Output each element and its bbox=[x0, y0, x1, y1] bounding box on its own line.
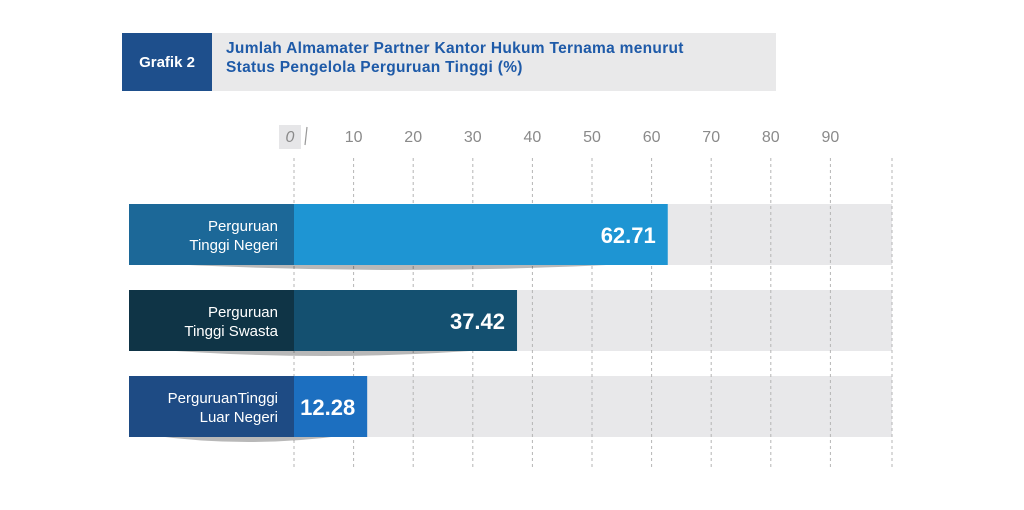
tick-label: 40 bbox=[524, 129, 542, 146]
tick-label: 50 bbox=[583, 129, 601, 146]
category-label-line-1: PerguruanTinggi bbox=[168, 390, 278, 407]
chart-header: Grafik 2 Jumlah Almamater Partner Kantor… bbox=[122, 33, 776, 91]
category-label-block bbox=[129, 204, 294, 265]
value-bar bbox=[294, 290, 518, 351]
category-label-line-2: Tinggi Swasta bbox=[184, 323, 278, 340]
category-label-line-1: Perguruan bbox=[208, 304, 278, 321]
chart-title: Jumlah Almamater Partner Kantor Hukum Te… bbox=[212, 33, 776, 91]
value-bar bbox=[294, 204, 668, 265]
tick-label: 0 bbox=[286, 129, 295, 146]
category-label-line-1: Perguruan bbox=[208, 218, 278, 235]
bar-track bbox=[294, 376, 892, 437]
tick-label: 30 bbox=[464, 129, 482, 146]
chart-number-badge: Grafik 2 bbox=[122, 33, 212, 91]
tick-label: 20 bbox=[404, 129, 422, 146]
tick-label: 80 bbox=[762, 129, 780, 146]
category-label-line-2: Tinggi Negeri bbox=[189, 237, 278, 254]
category-label-line-2: Luar Negeri bbox=[200, 409, 278, 426]
category-label-block bbox=[129, 376, 294, 437]
data-label: 37.42 bbox=[450, 309, 505, 334]
tick-label: 90 bbox=[822, 129, 840, 146]
category-label-block bbox=[129, 290, 294, 351]
tick-label: 70 bbox=[702, 129, 720, 146]
tick-label: 60 bbox=[643, 129, 661, 146]
data-label: 62.71 bbox=[601, 223, 656, 248]
tick-label: 10 bbox=[345, 129, 363, 146]
chart-title-line-1: Jumlah Almamater Partner Kantor Hukum Te… bbox=[226, 40, 684, 57]
zero-tick-mark bbox=[304, 126, 308, 146]
zero-tick-highlight bbox=[279, 125, 301, 149]
data-label: 12.28 bbox=[300, 395, 355, 420]
chart-title-line-2: Status Pengelola Perguruan Tinggi (%) bbox=[226, 59, 523, 76]
value-bar bbox=[294, 376, 368, 437]
